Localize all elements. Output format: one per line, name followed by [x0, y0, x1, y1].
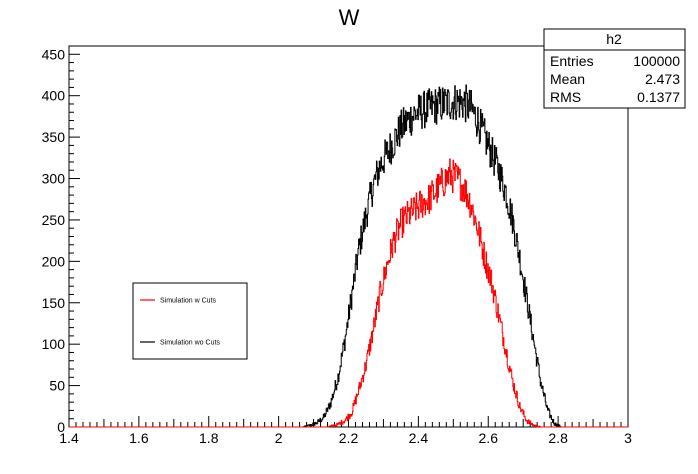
y-tick-label: 50 [49, 378, 65, 394]
stats-frame [543, 28, 686, 109]
x-tick-label: 1.6 [129, 430, 149, 446]
stats-mean-value: 2.473 [645, 71, 680, 87]
stats-box: h2 Entries 100000 Mean 2.473 RMS 0.1377 [543, 28, 686, 109]
axis-ticks: 1.4 1.6 1.8 2 2.2 2.4 2.6 2.8 3 0 50 100 150 200 250 30… [42, 45, 632, 446]
stats-mean-label: Mean [550, 71, 585, 87]
chart-title: W [339, 5, 360, 30]
y-tick-label: 0 [57, 419, 65, 435]
x-tick-label: 3 [624, 430, 632, 446]
x-tick-label: 2.8 [548, 430, 568, 446]
y-tick-label: 350 [42, 129, 66, 145]
series-layer [69, 84, 628, 428]
legend-label-with-cuts: Simulation w Cuts [160, 298, 217, 305]
stats-rms-value: 0.1377 [637, 89, 680, 105]
y-tick-label: 100 [42, 336, 66, 352]
x-tick-label: 2.4 [409, 430, 429, 446]
legend-frame [132, 282, 248, 360]
series-with-cuts [69, 158, 628, 428]
y-tick-label: 200 [42, 253, 66, 269]
y-tick-label: 300 [42, 171, 66, 187]
x-tick-label: 1.4 [59, 430, 79, 446]
y-tick-label: 250 [42, 212, 66, 228]
stats-entries-value: 100000 [633, 53, 680, 69]
y-tick-label: 150 [42, 295, 66, 311]
stats-histogram-name: h2 [606, 31, 622, 47]
stats-entries-label: Entries [550, 53, 594, 69]
x-tick-label: 2.6 [479, 430, 499, 446]
legend-label-without-cuts: Simulation wo Cuts [160, 340, 220, 347]
legend-box: Simulation w Cuts Simulation wo Cuts [132, 282, 248, 360]
stats-rms-label: RMS [550, 89, 581, 105]
series-without-cuts [69, 84, 628, 428]
x-tick-label: 2.2 [339, 430, 359, 446]
x-tick-label: 2 [275, 430, 283, 446]
y-tick-label: 450 [42, 46, 66, 62]
y-tick-label: 400 [42, 88, 66, 104]
x-tick-label: 1.8 [199, 430, 219, 446]
